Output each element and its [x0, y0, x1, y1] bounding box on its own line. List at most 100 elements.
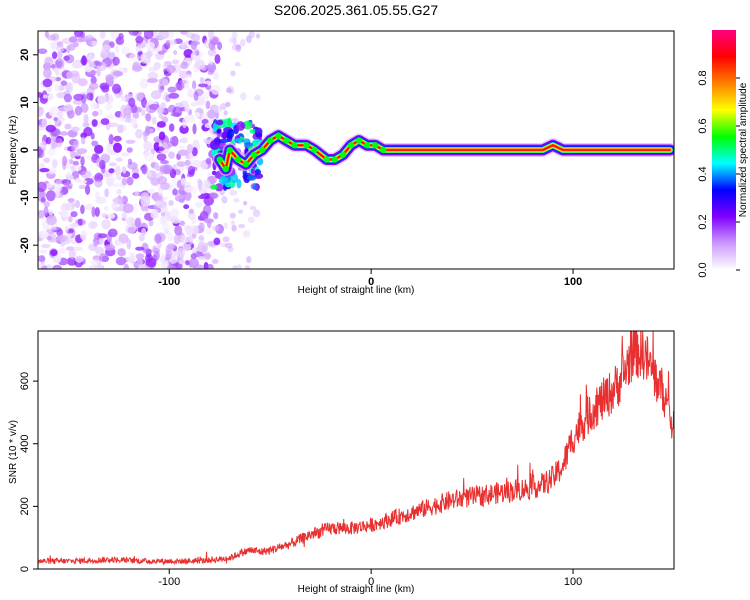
noise-blob	[201, 118, 209, 125]
noise-blob	[104, 244, 116, 251]
noise-blob	[170, 249, 179, 258]
noise-blob	[134, 190, 139, 197]
noise-blob	[64, 123, 72, 130]
noise-blob	[115, 175, 123, 181]
noise-blob	[126, 238, 132, 250]
noise-blob	[91, 119, 98, 127]
ridge-node	[222, 165, 229, 173]
noise-blob	[186, 143, 193, 154]
snr-y-tick-label: 0	[19, 566, 31, 572]
noise-blob	[181, 73, 193, 79]
noise-blob	[41, 264, 48, 269]
noise-blob	[147, 72, 159, 80]
ridge-node	[242, 161, 250, 168]
noise-blob	[210, 84, 221, 95]
noise-blob	[97, 108, 103, 117]
noise-blob	[80, 56, 88, 66]
noise-blob	[135, 246, 145, 251]
noise-blob	[38, 249, 48, 254]
noise-blob	[209, 192, 219, 200]
noise-blob	[192, 123, 197, 135]
noise-blob	[188, 258, 200, 268]
noise-blob	[184, 104, 190, 113]
noise-blob	[108, 168, 115, 174]
noise-blob	[85, 34, 94, 40]
noise-blob	[87, 40, 93, 46]
noise-blob	[53, 117, 58, 122]
colorbar-tick-label: 0.8	[697, 70, 709, 85]
noise-blob	[90, 40, 98, 46]
noise-blob	[94, 207, 100, 217]
noise-blob	[62, 155, 68, 166]
noise-blob	[116, 189, 122, 195]
noise-blob	[184, 113, 195, 123]
noise-blob	[176, 161, 186, 167]
noise-blob	[84, 66, 93, 73]
noise-blob	[233, 197, 240, 203]
noise-blob	[207, 109, 216, 119]
ridge-node	[291, 142, 298, 149]
noise-blob	[57, 111, 64, 119]
noise-blob	[183, 204, 190, 210]
noise-blob	[39, 190, 47, 199]
noise-blob	[183, 186, 194, 193]
noise-blob	[162, 196, 169, 201]
noise-blob	[54, 58, 65, 69]
noise-blob	[122, 203, 134, 214]
noise-blob	[115, 157, 123, 162]
noise-blob	[160, 182, 170, 191]
noise-blob	[167, 86, 177, 93]
colorbar-tick-label: 0.6	[697, 118, 709, 133]
noise-blob	[221, 196, 228, 204]
noise-blob	[152, 245, 158, 254]
noise-blob	[114, 241, 124, 246]
noise-blob	[128, 97, 136, 107]
noise-blob	[84, 203, 94, 211]
noise-blob	[55, 76, 62, 82]
noise-blob	[169, 136, 176, 145]
noise-blob	[53, 83, 60, 92]
noise-blob	[162, 78, 169, 87]
noise-blob	[185, 260, 190, 266]
noise-blob	[47, 225, 57, 231]
noise-blob	[118, 233, 129, 244]
noise-blob	[156, 106, 163, 115]
noise-blob	[213, 106, 223, 114]
noise-blob	[107, 213, 116, 219]
noise-blob	[252, 209, 261, 218]
transition-blob	[236, 178, 242, 189]
snr-x-tick-label: 0	[368, 576, 374, 588]
noise-blob	[179, 258, 186, 265]
noise-blob	[158, 113, 164, 119]
ridge-node	[380, 146, 387, 154]
noise-blob	[142, 248, 153, 254]
noise-blob	[61, 209, 69, 218]
noise-blob	[217, 41, 223, 51]
noise-blob	[173, 234, 181, 245]
transition-blob	[216, 119, 224, 126]
noise-blob	[105, 175, 116, 185]
noise-blob	[43, 157, 51, 163]
snr-frame	[37, 330, 675, 570]
noise-blob	[80, 31, 86, 38]
transition-blob	[235, 137, 242, 143]
noise-blob	[80, 204, 85, 215]
noise-blob	[135, 35, 144, 44]
noise-blob	[167, 243, 176, 250]
colorbar-tick-label: 0.4	[697, 166, 709, 181]
noise-blob	[111, 83, 122, 94]
noise-blob	[88, 62, 96, 68]
noise-blob	[73, 93, 85, 101]
noise-blob	[213, 71, 220, 81]
noise-blob	[238, 223, 246, 229]
noise-blob	[91, 140, 99, 147]
noise-blob	[240, 38, 246, 47]
spectrogram-x-tick-label: 100	[564, 276, 582, 288]
spectrogram-y-tick-label: 10	[19, 96, 31, 108]
noise-blob	[63, 182, 73, 188]
noise-blob	[211, 37, 219, 46]
noise-blob	[223, 110, 228, 116]
noise-blob	[74, 200, 81, 209]
noise-blob	[106, 51, 115, 60]
